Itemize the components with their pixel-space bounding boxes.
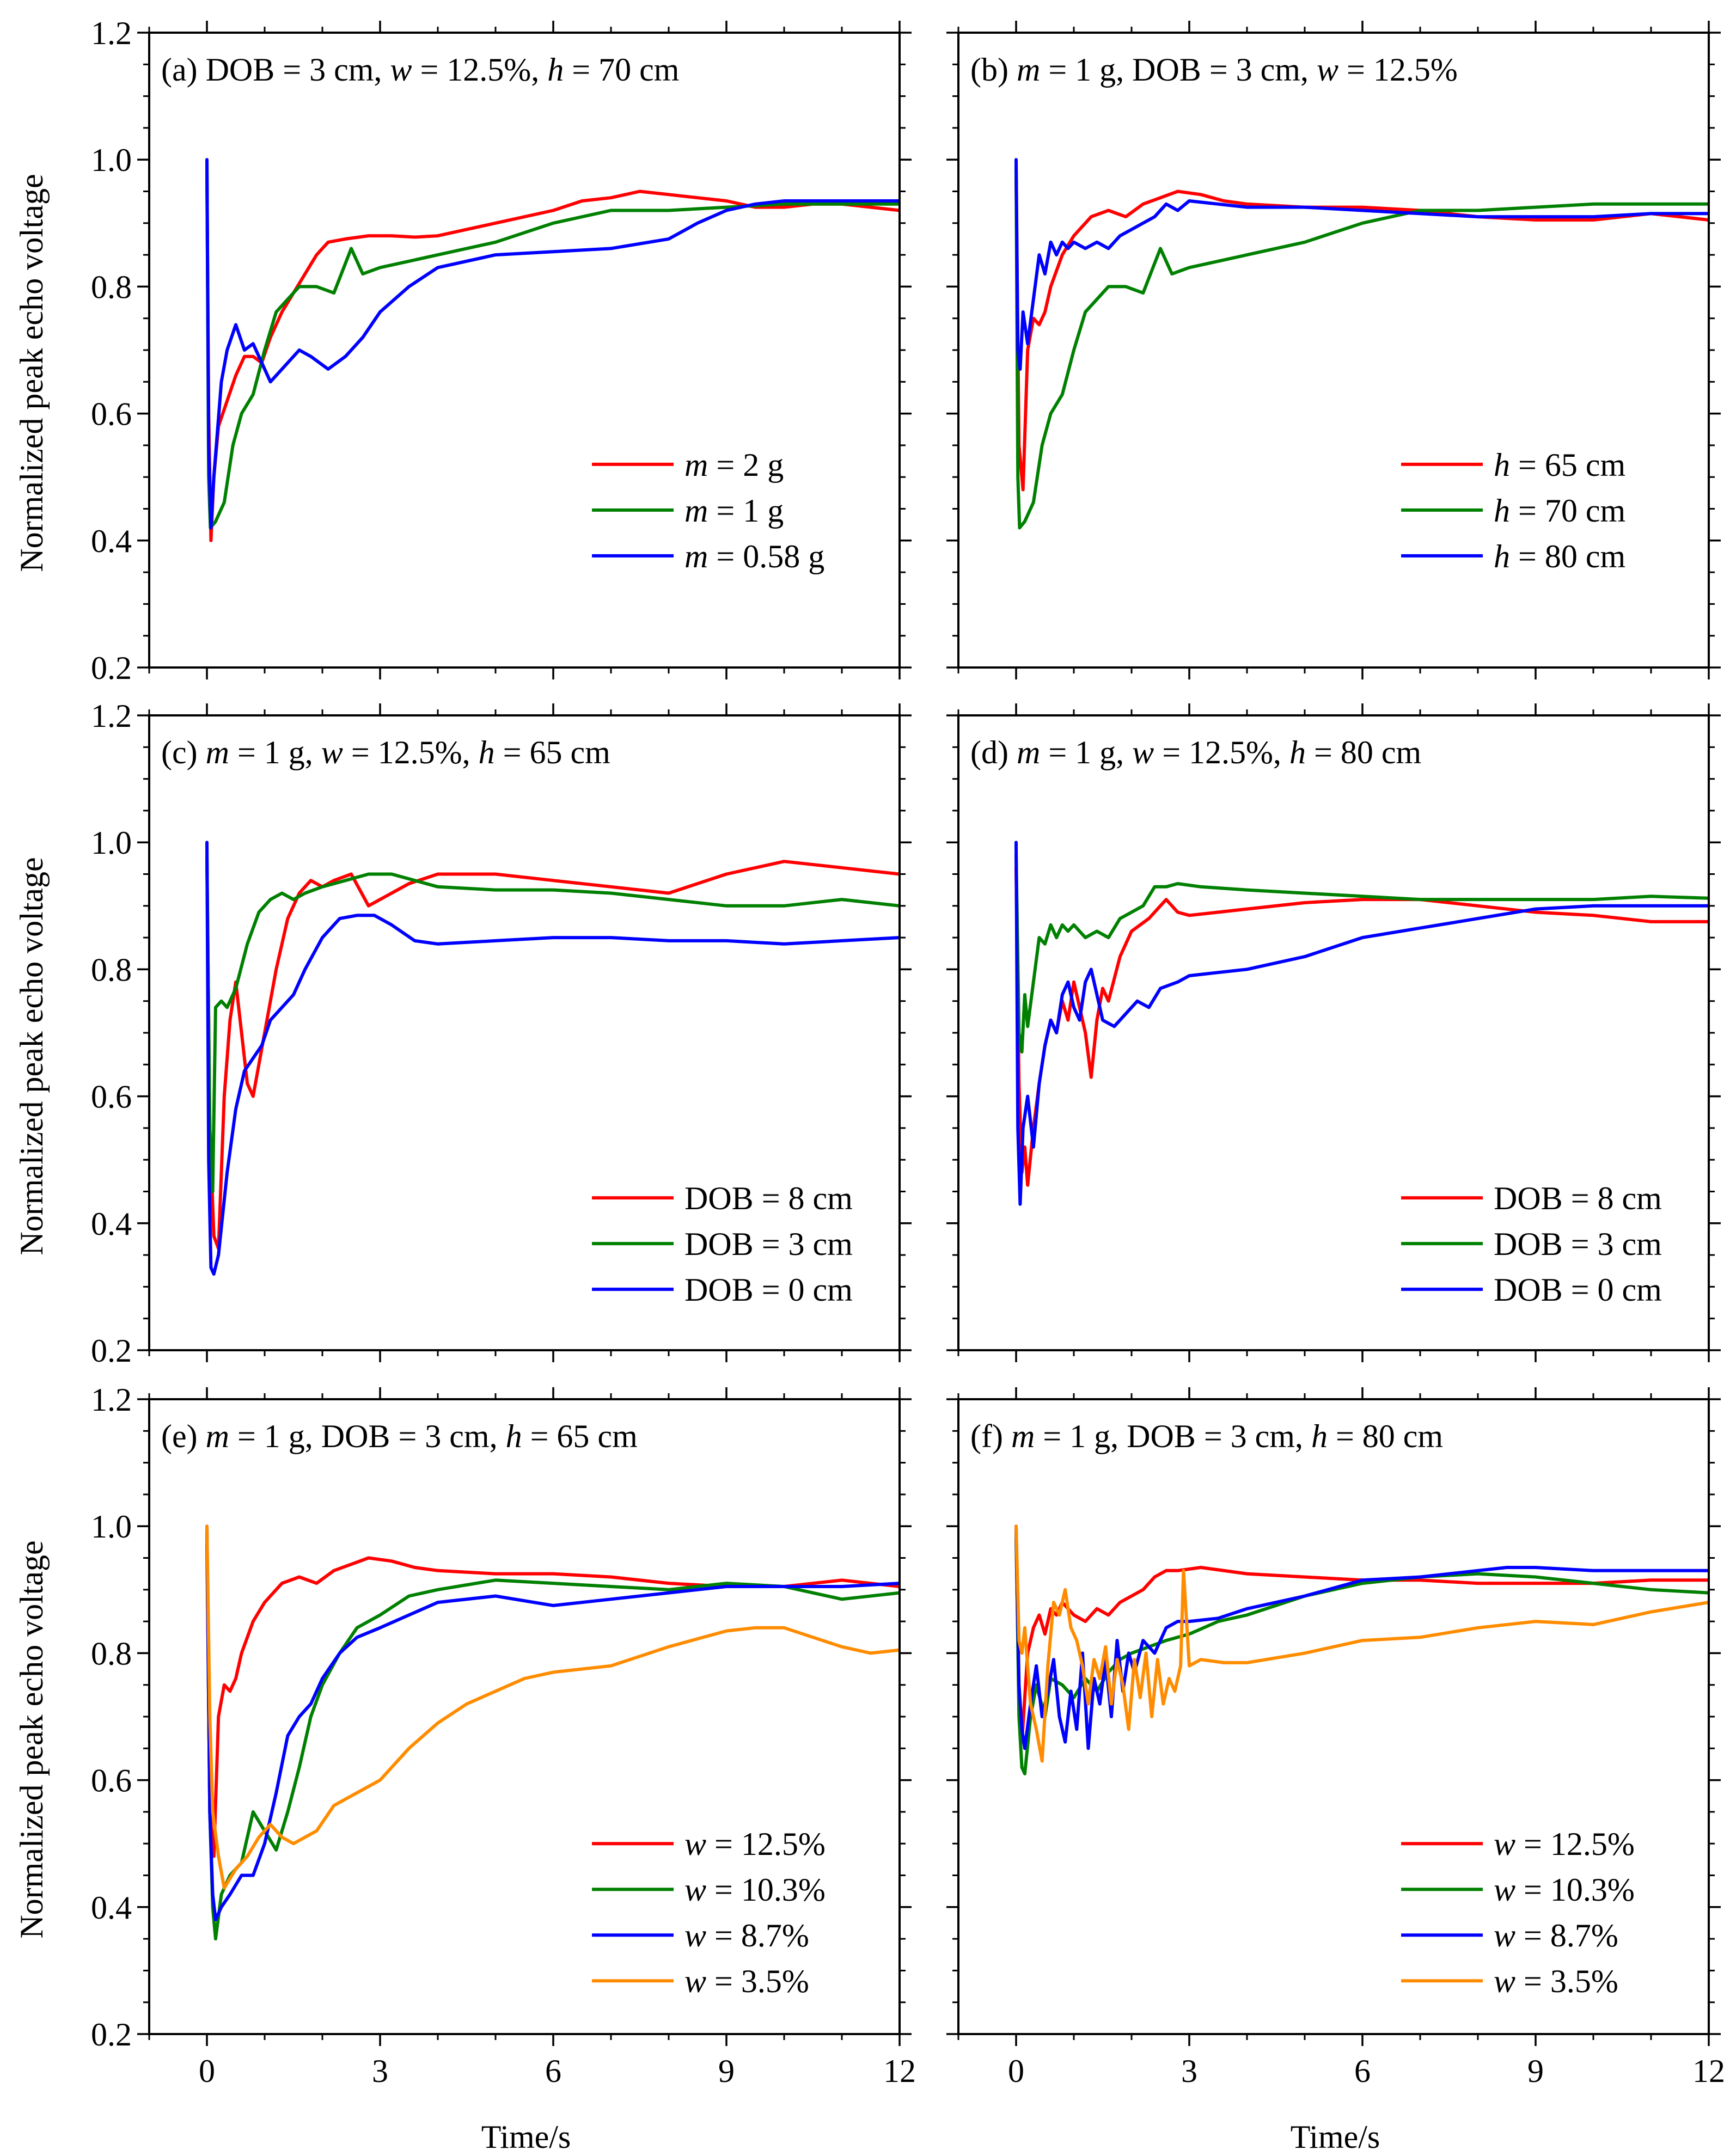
y-tick-label: 0.8 xyxy=(91,952,132,988)
legend-label-1: h = 70 cm xyxy=(1494,493,1625,529)
y-tick-label: 0.6 xyxy=(91,396,132,432)
legend-label-3: w = 3.5% xyxy=(1494,1963,1618,1999)
legend-label-0: h = 65 cm xyxy=(1494,447,1625,483)
y-tick-label: 1.0 xyxy=(91,825,132,861)
legend-label-3: w = 3.5% xyxy=(684,1963,809,1999)
x-axis-label-right: Time/s xyxy=(1291,2119,1380,2155)
panel-title-c: (c) m = 1 g, w = 12.5%, h = 65 cm xyxy=(161,734,610,770)
x-axis-label-left: Time/s xyxy=(481,2119,571,2155)
series-line-e-2 xyxy=(205,1524,900,1922)
legend-label-1: DOB = 3 cm xyxy=(684,1226,853,1262)
plot-frame xyxy=(148,714,901,1351)
panel-title-a: (a) DOB = 3 cm, w = 12.5%, h = 70 cm xyxy=(161,52,679,88)
panel-d: (d) m = 1 g, w = 12.5%, h = 80 cm DOB = 8… xyxy=(946,703,1721,1362)
panel-title-e: (e) m = 1 g, DOB = 3 cm, h = 65 cm xyxy=(161,1418,638,1454)
legend-label-0: DOB = 8 cm xyxy=(1494,1180,1662,1216)
y-tick-label: 0.8 xyxy=(91,269,132,305)
x-tick-label: 6 xyxy=(1354,2053,1371,2089)
legend-label-2: w = 8.7% xyxy=(1494,1918,1618,1953)
legend-e: w = 12.5% w = 10.3% w = 8.7% w = 3.5% xyxy=(592,1826,826,1999)
plot-frame xyxy=(148,1398,901,2035)
y-axis-label-middle: Normalized peak echo voltage xyxy=(14,857,50,1255)
panel-e: 0 3 6 9 12 0.2 0.4 0.6 0.8 1.0 1.2 (e) m = 1 g, DOB… xyxy=(91,1382,916,2089)
y-tick-label: 0.8 xyxy=(91,1636,132,1671)
x-tick-label: 9 xyxy=(1527,2053,1544,2089)
panel-title-b: (b) m = 1 g, DOB = 3 cm, w = 12.5% xyxy=(970,52,1458,88)
legend-c: DOB = 8 cm DOB = 3 cm DOB = 0 cm xyxy=(592,1180,853,1308)
series-line-a-0 xyxy=(205,177,900,542)
y-tick-label: 0.4 xyxy=(91,1206,132,1242)
x-tick-label: 3 xyxy=(1181,2053,1197,2089)
series-line-a-2 xyxy=(205,158,900,530)
legend-label-0: DOB = 8 cm xyxy=(684,1180,853,1216)
x-tick-label: 6 xyxy=(545,2053,561,2089)
plot-frame xyxy=(957,714,1710,1351)
panel-a: 0.2 0.4 0.6 0.8 1.0 1.2 (a) DOB = 3 cm, w = 12… xyxy=(91,15,912,686)
series-line-b-1 xyxy=(1014,164,1709,530)
panels: 0.2 0.4 0.6 0.8 1.0 1.2 (a) DOB = 3 cm, w = 12… xyxy=(91,15,1725,2089)
y-tick-label: 1.2 xyxy=(91,698,132,734)
series-line-e-3 xyxy=(205,1524,900,1890)
series-line-f-2 xyxy=(1014,1524,1709,1750)
series-line-d-1 xyxy=(1014,853,1709,1054)
legend-a: m = 2 g m = 1 g m = 0.58 g xyxy=(592,447,824,574)
series-line-c-2 xyxy=(205,841,900,1276)
panel-f: 0 3 6 9 12 (f) m = 1 g, DOB = 3 cm, h = 80 cm… xyxy=(946,1387,1725,2089)
legend-label-2: m = 0.58 g xyxy=(684,538,824,574)
y-tick-label: 1.0 xyxy=(91,142,132,178)
y-tick-label: 0.2 xyxy=(91,650,132,686)
series-line-f-3 xyxy=(1014,1524,1709,1763)
series-line-b-2 xyxy=(1014,158,1709,371)
y-tick-label: 0.2 xyxy=(91,1333,132,1369)
y-tick-label: 0.2 xyxy=(91,2017,132,2053)
legend-label-0: w = 12.5% xyxy=(684,1826,826,1862)
series-line-b-0 xyxy=(1014,177,1709,492)
legend-label-2: DOB = 0 cm xyxy=(1494,1272,1662,1308)
legend-label-0: w = 12.5% xyxy=(1494,1826,1635,1862)
legend-f: w = 12.5% w = 10.3% w = 8.7% w = 3.5% xyxy=(1401,1826,1635,1999)
legend-b: h = 65 cm h = 70 cm h = 80 cm xyxy=(1401,447,1625,574)
y-tick-label: 1.2 xyxy=(91,15,132,51)
x-tick-label: 0 xyxy=(1008,2053,1024,2089)
y-tick-label: 1.0 xyxy=(91,1509,132,1545)
y-tick-label: 0.6 xyxy=(91,1079,132,1115)
x-tick-label: 3 xyxy=(372,2053,388,2089)
legend-label-2: h = 80 cm xyxy=(1494,538,1625,574)
legend-label-1: DOB = 3 cm xyxy=(1494,1226,1662,1262)
y-axis-label-bottom: Normalized peak echo voltage xyxy=(14,1540,50,1938)
series-line-e-0 xyxy=(205,1543,900,1858)
panel-title-f: (f) m = 1 g, DOB = 3 cm, h = 80 cm xyxy=(970,1418,1443,1454)
legend-d: DOB = 8 cm DOB = 3 cm DOB = 0 cm xyxy=(1401,1180,1662,1308)
legend-label-0: m = 2 g xyxy=(684,447,784,483)
panel-title-d: (d) m = 1 g, w = 12.5%, h = 80 cm xyxy=(970,734,1421,770)
series-line-d-2 xyxy=(1014,841,1709,1206)
legend-label-1: w = 10.3% xyxy=(684,1872,826,1908)
legend-label-2: w = 8.7% xyxy=(684,1918,809,1953)
plot-frame xyxy=(957,32,1710,669)
series-line-c-0 xyxy=(205,860,900,1251)
x-tick-label: 9 xyxy=(718,2053,735,2089)
panel-c: 0.2 0.4 0.6 0.8 1.0 1.2 (c) m = 1 g, w = 12.5%… xyxy=(91,698,912,1369)
panel-b: (b) m = 1 g, DOB = 3 cm, w = 12.5% h = 65… xyxy=(946,21,1721,679)
y-tick-label: 0.4 xyxy=(91,1890,132,1926)
plot-frame xyxy=(957,1398,1710,2035)
y-tick-label: 1.2 xyxy=(91,1382,132,1418)
y-tick-label: 0.6 xyxy=(91,1763,132,1799)
plot-frame xyxy=(148,32,901,669)
series-line-f-0 xyxy=(1014,1537,1709,1744)
series-line-a-1 xyxy=(205,164,900,530)
legend-label-1: w = 10.3% xyxy=(1494,1872,1635,1908)
x-tick-label: 0 xyxy=(199,2053,215,2089)
series-line-d-0 xyxy=(1014,866,1709,1187)
series-line-c-1 xyxy=(205,853,900,1193)
y-tick-label: 0.4 xyxy=(91,523,132,559)
x-tick-label: 12 xyxy=(1692,2053,1725,2089)
legend-label-1: m = 1 g xyxy=(684,493,784,529)
x-tick-label: 12 xyxy=(883,2053,916,2089)
y-axis-label-top: Normalized peak echo voltage xyxy=(14,174,50,572)
legend-label-2: DOB = 0 cm xyxy=(684,1272,853,1308)
